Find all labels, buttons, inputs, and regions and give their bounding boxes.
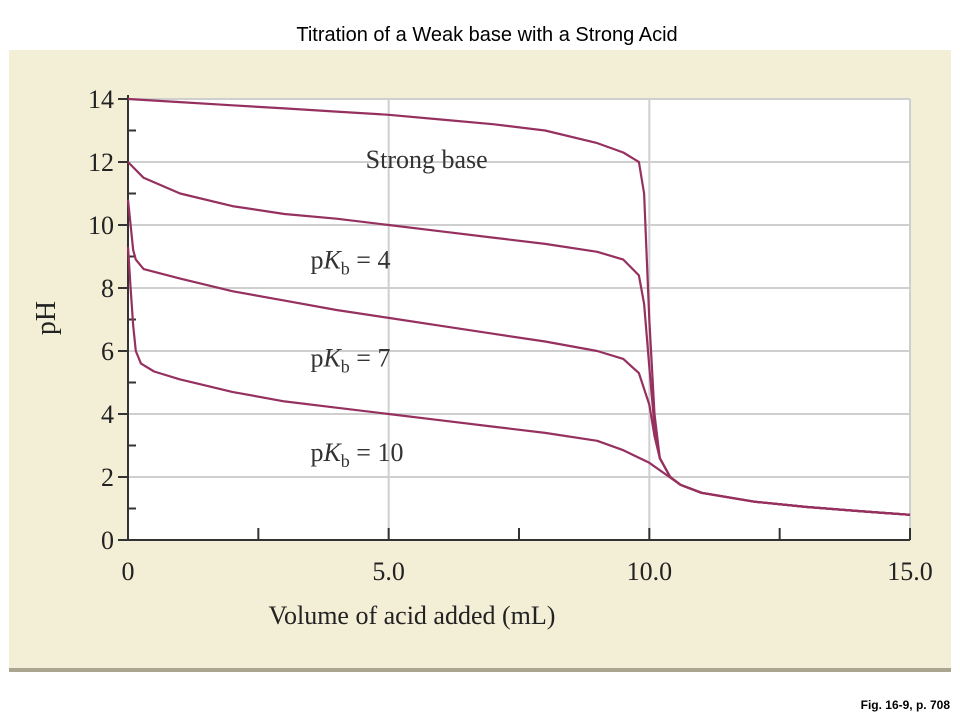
- y-tick-label: 2: [101, 463, 114, 492]
- curve-label: pKb = 7: [310, 343, 390, 376]
- chart-figure: 0 2 4 6 8 10 12 14 0 5.0 10.0 15.0 Strong base pKb =…: [9, 50, 951, 672]
- curve-label: Strong base: [366, 145, 488, 174]
- y-tick-label: 12: [88, 148, 114, 177]
- x-tick-label: 0: [122, 557, 135, 586]
- curve-label: pKb = 4: [310, 246, 390, 279]
- titration-chart: 0 2 4 6 8 10 12 14 0 5.0 10.0 15.0 Strong base pKb =…: [31, 85, 933, 630]
- y-tick-label: 8: [101, 274, 114, 303]
- y-tick-label: 4: [101, 400, 114, 429]
- y-tick-label: 0: [101, 526, 114, 555]
- y-axis-label: pH: [31, 301, 62, 335]
- curve-label: pKb = 10: [310, 438, 403, 471]
- slide-title: Titration of a Weak base with a Strong A…: [296, 24, 678, 46]
- figure-caption: Fig. 16-9, p. 708: [860, 698, 950, 712]
- y-tick-label: 6: [101, 337, 114, 366]
- titration-curve-4: [126, 246, 911, 516]
- x-tick-label: 10.0: [627, 557, 673, 586]
- y-tick-label: 10: [88, 211, 114, 240]
- x-tick-label: 15.0: [887, 557, 933, 586]
- y-tick-label: 14: [88, 85, 114, 114]
- plot-area: [128, 99, 910, 540]
- x-axis-label: Volume of acid added (mL): [269, 601, 556, 630]
- x-tick-label: 5.0: [372, 557, 405, 586]
